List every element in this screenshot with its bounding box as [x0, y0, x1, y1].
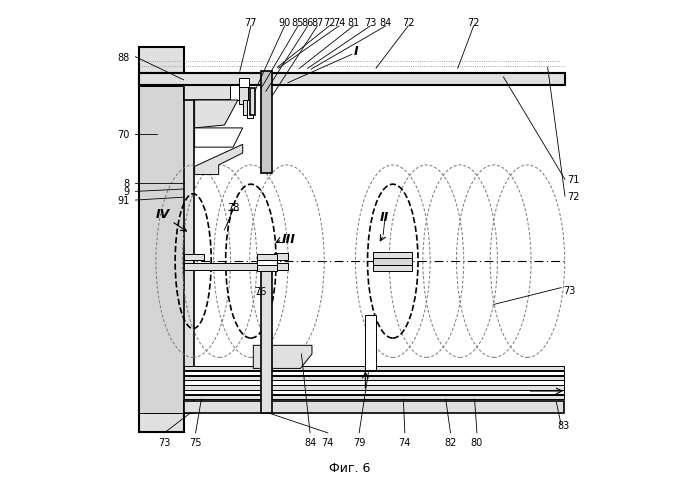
Polygon shape	[194, 129, 243, 148]
Bar	[373, 259, 412, 265]
Text: 82: 82	[445, 437, 456, 447]
Bar	[184, 85, 241, 101]
Bar	[184, 366, 563, 371]
Text: 86: 86	[301, 18, 314, 28]
Text: 85: 85	[292, 18, 304, 28]
Text: 72: 72	[323, 18, 336, 28]
Bar	[257, 265, 278, 271]
Polygon shape	[253, 346, 312, 369]
Bar	[261, 72, 272, 174]
Bar	[257, 261, 278, 265]
Text: 76: 76	[254, 287, 267, 297]
Text: 90: 90	[278, 18, 291, 28]
Bar	[250, 88, 255, 116]
Bar	[373, 253, 412, 259]
Bar	[184, 401, 563, 413]
Text: III: III	[282, 232, 296, 246]
Text: 83: 83	[558, 420, 570, 430]
Bar	[139, 86, 184, 413]
Bar	[257, 255, 278, 261]
Bar	[184, 263, 262, 270]
Text: 79: 79	[353, 437, 366, 447]
Text: 74: 74	[398, 437, 411, 447]
Text: 73: 73	[364, 18, 376, 28]
Text: 78: 78	[227, 203, 239, 213]
Text: 81: 81	[347, 18, 359, 28]
Text: 73: 73	[158, 437, 171, 447]
Text: Фиг. 6: Фиг. 6	[329, 461, 370, 475]
Bar	[366, 315, 376, 371]
Text: 8: 8	[123, 179, 129, 188]
Text: 80: 80	[471, 437, 483, 447]
Text: II: II	[380, 211, 389, 224]
Bar	[239, 85, 247, 105]
Text: 74: 74	[322, 437, 334, 447]
Bar	[184, 85, 194, 413]
Bar	[275, 253, 288, 261]
Text: 72: 72	[568, 192, 580, 202]
Text: 72: 72	[468, 18, 480, 28]
Text: 77: 77	[245, 18, 257, 28]
Bar	[184, 254, 204, 261]
Bar	[243, 101, 249, 116]
Bar	[184, 381, 563, 385]
Bar	[261, 263, 272, 413]
Bar	[184, 371, 563, 375]
Text: I: I	[354, 45, 358, 59]
Bar	[184, 390, 563, 395]
Text: 9: 9	[123, 187, 129, 197]
Bar	[239, 79, 250, 87]
Bar	[139, 73, 565, 85]
Text: 91: 91	[117, 196, 129, 205]
Text: IV: IV	[157, 207, 171, 220]
Text: 72: 72	[402, 18, 415, 28]
Text: 87: 87	[311, 18, 324, 28]
Polygon shape	[194, 101, 238, 129]
Bar	[373, 265, 412, 271]
Bar	[184, 376, 563, 380]
Bar	[247, 101, 253, 119]
Bar	[184, 385, 563, 390]
Bar	[230, 85, 240, 101]
Text: 73: 73	[563, 286, 576, 295]
Bar	[275, 263, 288, 270]
Bar	[184, 395, 563, 399]
Bar	[139, 48, 184, 432]
Text: 88: 88	[117, 53, 129, 62]
Text: 70: 70	[117, 130, 129, 139]
Text: 84: 84	[380, 18, 391, 28]
Polygon shape	[194, 145, 243, 175]
Text: 71: 71	[568, 175, 579, 185]
Text: 74: 74	[333, 18, 345, 28]
Text: 84: 84	[304, 437, 316, 447]
Text: 75: 75	[189, 437, 202, 447]
